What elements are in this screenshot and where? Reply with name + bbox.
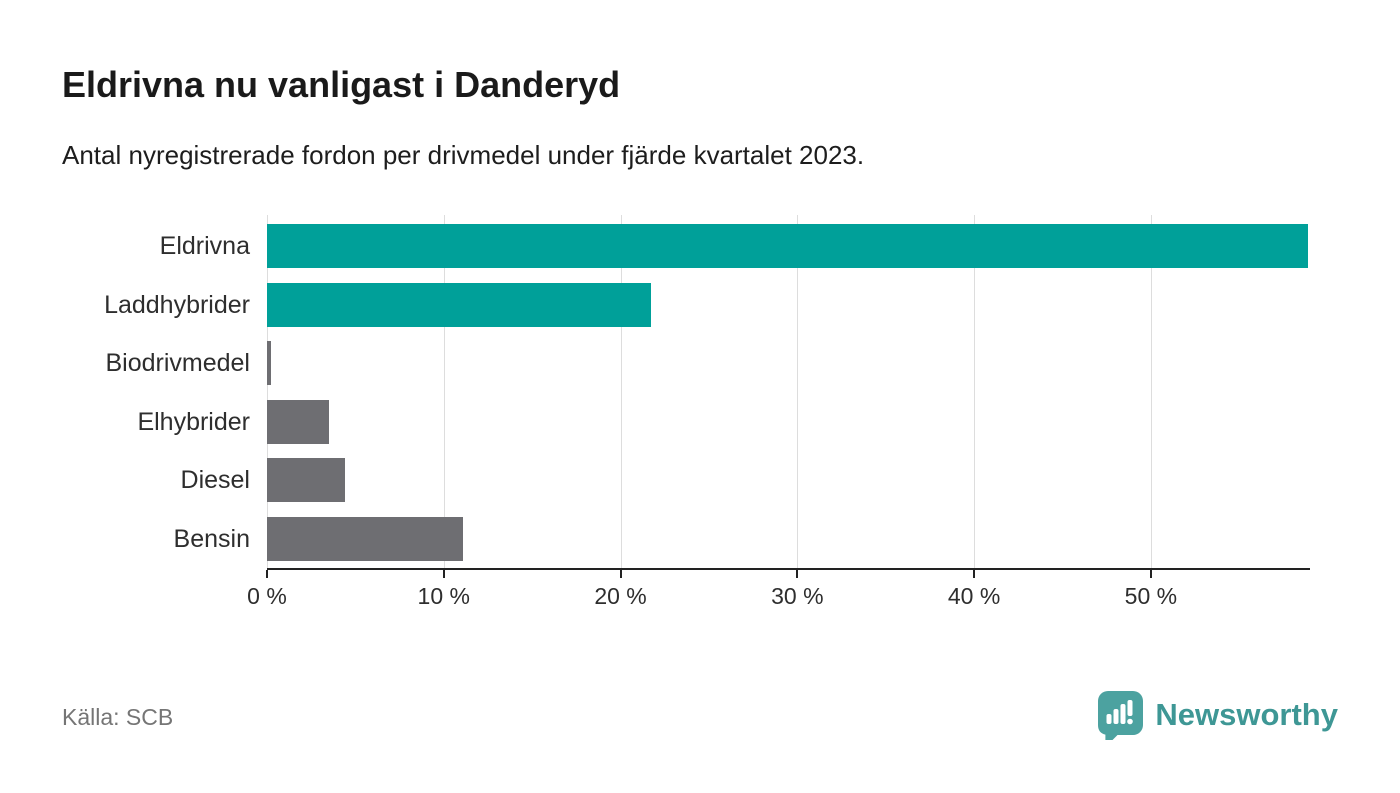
newsworthy-wordmark: Newsworthy — [1155, 697, 1338, 732]
gridline — [797, 215, 799, 568]
axis-tick-label: 30 % — [771, 583, 824, 609]
axis-tick — [796, 570, 799, 578]
axis-tick — [1149, 570, 1152, 578]
gridline — [443, 215, 445, 568]
axis-tick — [619, 570, 622, 578]
gridline — [620, 215, 622, 568]
bar-diesel — [267, 458, 345, 503]
bar-laddhybrider — [267, 282, 651, 327]
axis-tick-label: 40 % — [947, 583, 1001, 609]
chart-subtitle: Antal nyregistrerade fordon per drivmede… — [62, 140, 865, 170]
axis-tick — [442, 570, 445, 578]
axis-tick — [973, 570, 976, 578]
gridline — [974, 215, 976, 568]
chart-title: Eldrivna nu vanligast i Danderyd — [62, 64, 621, 105]
category-label: Elhybrider — [137, 407, 250, 436]
category-label: Diesel — [180, 466, 250, 495]
bar-bensin — [267, 517, 464, 561]
axis-tick-label: 20 % — [594, 583, 647, 609]
axis-tick-label: 0 % — [247, 583, 287, 609]
bar-elhybrider — [267, 399, 329, 444]
bar-eldrivna — [267, 224, 1309, 268]
category-label: Bensin — [173, 525, 250, 553]
newsworthy-logo: Newsworthy — [1097, 690, 1338, 740]
gridline — [1150, 215, 1152, 568]
axis-tick — [266, 570, 268, 578]
category-label: Eldrivna — [159, 232, 250, 260]
gridline — [267, 215, 268, 568]
plot-area: Eldrivna Laddhybrider Biodrivmedel Elhybrid… — [104, 215, 1310, 609]
bar-biodrivmedel — [267, 341, 271, 386]
category-label: Laddhybrider — [104, 290, 250, 319]
axis-tick-label: 50 % — [1124, 583, 1178, 609]
source-note: Källa: SCB — [62, 704, 174, 730]
axis-tick-label: 10 % — [417, 583, 470, 609]
newsworthy-logo-icon — [1098, 691, 1144, 740]
category-label: Biodrivmedel — [105, 349, 250, 378]
